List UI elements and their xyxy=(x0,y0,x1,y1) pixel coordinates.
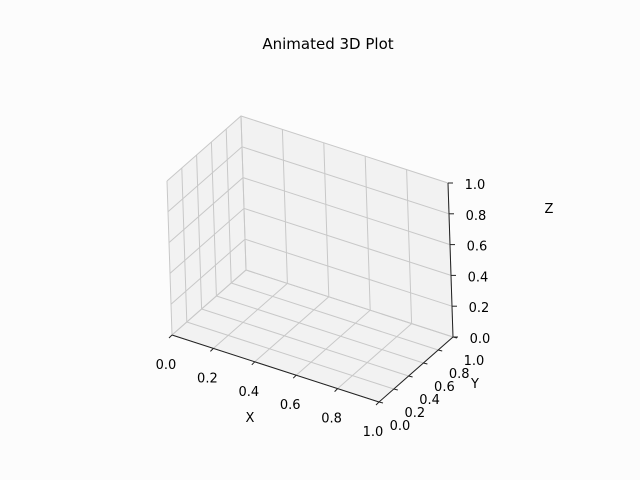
x-axis-line xyxy=(171,334,380,403)
chart-title: Animated 3D Plot xyxy=(262,35,393,53)
z-gridline xyxy=(169,207,452,276)
z-tick-label: 0.4 xyxy=(468,270,489,285)
x-axis-label: X xyxy=(246,411,255,426)
x-tick-mark xyxy=(292,374,297,379)
z-gridline xyxy=(168,177,451,246)
z-gridline xyxy=(170,238,453,307)
x-tick-label: 0.8 xyxy=(321,412,342,427)
x-tick-label: 0.2 xyxy=(197,371,218,386)
back-left-pane xyxy=(167,116,246,335)
y-tick-label: 0.6 xyxy=(434,380,455,395)
x-tick-mark xyxy=(168,334,173,339)
z-axis-label: Z xyxy=(545,202,554,217)
x-tick-mark xyxy=(375,401,380,406)
y-tick-label: 0.2 xyxy=(404,406,425,421)
y-tick-label: 0.4 xyxy=(419,393,440,408)
x-tick-mark xyxy=(334,388,338,392)
y-tick-mark xyxy=(378,401,384,404)
y-tick-label: 1.0 xyxy=(464,354,485,369)
z-axis-line xyxy=(447,182,454,338)
y-tick-mark xyxy=(438,349,443,352)
z-gridline xyxy=(167,146,450,215)
z-tick-label: 0.0 xyxy=(470,332,491,347)
y-tick-mark xyxy=(393,388,398,391)
z-tick-label: 0.2 xyxy=(469,301,490,316)
floor-pane xyxy=(172,270,453,402)
y-tick-label: 0.0 xyxy=(390,419,411,434)
x-tick-mark xyxy=(251,361,256,366)
x-tick-label: 0.6 xyxy=(280,398,301,413)
z-tick-label: 0.6 xyxy=(467,240,488,255)
axis-lines xyxy=(171,182,454,403)
z-tick-label: 1.0 xyxy=(465,178,486,193)
axis-panes xyxy=(167,116,453,402)
x-tick-label: 1.0 xyxy=(363,425,384,440)
back-right-pane xyxy=(241,116,453,337)
z-gridline xyxy=(166,115,449,184)
y-tick-mark xyxy=(423,362,428,365)
z-gridlines xyxy=(166,115,454,338)
y-tick-label: 0.8 xyxy=(449,367,470,382)
tick-labels: 0.00.20.40.60.81.0 0.00.20.40.60.81.00.00… xyxy=(156,178,491,440)
z-gridline xyxy=(171,269,454,338)
x-tick-label: 0.4 xyxy=(238,385,259,400)
y-axis-label: Y xyxy=(470,377,479,392)
y-tick-mark xyxy=(408,375,413,378)
x-tick-mark xyxy=(210,348,214,352)
y-axis-line xyxy=(378,336,454,403)
tick-marks xyxy=(168,182,458,406)
x-tick-label: 0.0 xyxy=(156,358,177,373)
z-tick-label: 0.8 xyxy=(466,209,487,224)
